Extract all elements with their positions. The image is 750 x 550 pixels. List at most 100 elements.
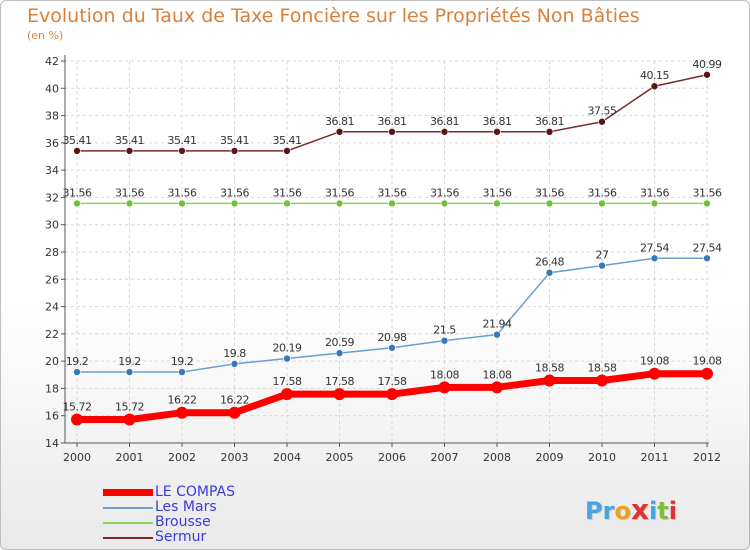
data-point: [335, 349, 344, 357]
data-label: 18.58: [535, 362, 564, 375]
y-tick-label: 40: [45, 82, 59, 95]
data-label: 19.8: [223, 347, 246, 360]
data-point: [440, 199, 449, 208]
data-point: [178, 368, 186, 376]
data-point: [650, 82, 659, 91]
logo-letter: i: [649, 497, 658, 525]
data-point: [178, 199, 186, 208]
data-point: [703, 199, 711, 208]
y-tick-label: 22: [45, 328, 59, 341]
data-point: [386, 388, 398, 401]
data-label: 19.2: [118, 355, 141, 368]
data-label: 16.22: [168, 394, 197, 407]
data-point: [283, 147, 291, 155]
x-tick-label: 2000: [63, 451, 91, 464]
data-point: [493, 330, 501, 339]
data-point: [701, 367, 713, 380]
y-tick-label: 26: [45, 273, 59, 286]
x-tick-label: 2005: [326, 451, 354, 464]
data-label: 31.56: [378, 186, 407, 199]
data-label: 31.56: [220, 186, 249, 199]
data-label: 18.58: [588, 362, 617, 375]
data-point: [703, 70, 711, 79]
data-point: [650, 254, 659, 263]
data-label: 36.81: [378, 115, 407, 128]
data-point: [543, 374, 556, 387]
data-label: 20.19: [273, 342, 302, 355]
legend-swatch: [103, 522, 153, 524]
legend-label: LE COMPAS: [155, 484, 235, 500]
data-label: 35.41: [63, 134, 92, 147]
proxiti-logo: Proxiti: [585, 493, 677, 526]
x-tick-label: 2009: [536, 451, 564, 464]
data-label: 19.2: [171, 355, 194, 368]
data-label: 15.72: [63, 401, 92, 414]
data-label: 31.56: [168, 186, 197, 199]
data-label: 27.54: [693, 241, 722, 254]
y-tick-label: 30: [45, 219, 59, 232]
data-point: [493, 128, 501, 136]
x-tick-label: 2001: [116, 451, 144, 464]
data-point: [178, 147, 186, 155]
data-label: 16.22: [220, 394, 249, 407]
data-label: 31.56: [535, 186, 564, 199]
y-tick-label: 34: [45, 164, 59, 177]
chart-subtitle: (en %): [27, 29, 64, 42]
data-label: 19.08: [640, 355, 669, 368]
data-point: [125, 368, 134, 376]
data-label: 31.56: [483, 186, 512, 199]
logo-letter: t: [657, 497, 669, 525]
y-tick-label: 28: [45, 246, 59, 259]
data-point: [545, 199, 554, 208]
data-label: 18.08: [483, 368, 512, 381]
y-tick-label: 16: [45, 410, 59, 423]
data-label: 35.41: [115, 134, 144, 147]
data-point: [650, 199, 659, 208]
data-point: [230, 147, 239, 155]
data-label: 37.55: [588, 105, 617, 118]
data-label: 36.81: [430, 115, 459, 128]
data-point: [703, 254, 711, 263]
legend-swatch: [103, 507, 153, 509]
data-point: [73, 199, 81, 208]
data-label: 27: [596, 249, 609, 262]
x-tick-label: 2010: [588, 451, 616, 464]
data-point: [333, 388, 346, 401]
data-point: [230, 360, 239, 368]
data-label: 26.48: [535, 256, 564, 269]
logo-letter: o: [614, 497, 631, 525]
legend-swatch: [103, 489, 153, 496]
data-label: 17.58: [273, 375, 302, 388]
data-label: 15.72: [115, 401, 144, 414]
x-tick-label: 2011: [641, 451, 669, 464]
data-label: 36.81: [325, 115, 354, 128]
data-point: [125, 199, 134, 208]
data-point: [440, 128, 449, 136]
data-label: 18.08: [430, 368, 459, 381]
data-label: 35.41: [273, 134, 302, 147]
data-point: [283, 199, 291, 208]
data-label: 21.5: [433, 324, 456, 337]
data-point: [598, 117, 606, 126]
legend-label: Les Mars: [155, 499, 217, 515]
legend-swatch: [103, 537, 153, 539]
data-label: 31.56: [693, 186, 722, 199]
data-point: [281, 388, 293, 401]
data-label: 31.56: [430, 186, 459, 199]
data-label: 17.58: [325, 375, 354, 388]
data-point: [545, 128, 554, 136]
logo-letter: i: [668, 497, 677, 525]
data-label: 36.81: [535, 115, 564, 128]
data-label: 31.56: [273, 186, 302, 199]
y-tick-label: 14: [45, 437, 59, 450]
y-tick-label: 24: [45, 301, 59, 314]
data-label: 27.54: [640, 241, 669, 254]
x-tick-label: 2007: [431, 451, 459, 464]
data-point: [123, 413, 136, 426]
data-point: [125, 147, 134, 155]
data-point: [73, 147, 81, 155]
y-tick-label: 36: [45, 137, 59, 150]
data-point: [283, 354, 291, 363]
